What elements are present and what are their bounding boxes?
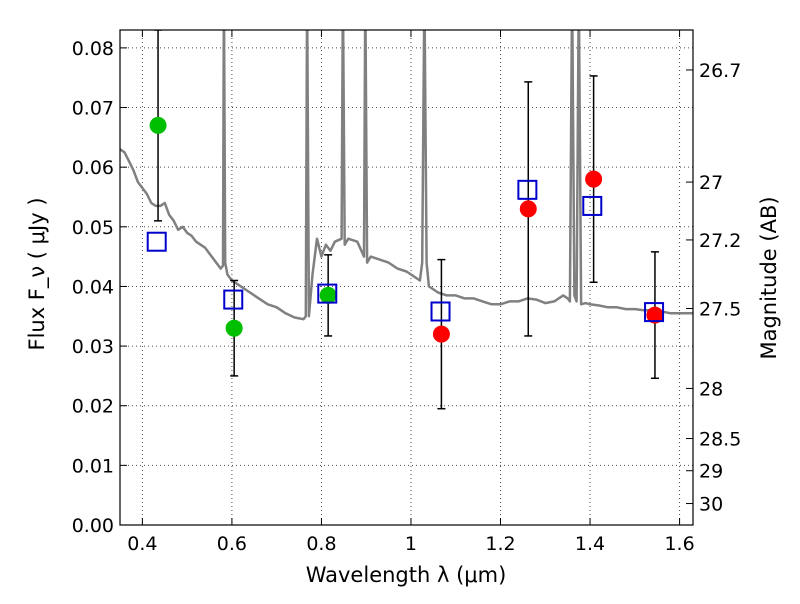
- y2-tick-label: 28.5: [699, 429, 741, 451]
- model-spectrum-line: [120, 30, 693, 321]
- y2-tick-label: 28: [699, 378, 723, 400]
- y2-tick-label: 29: [699, 461, 723, 483]
- model-flux-square: [223, 289, 244, 310]
- y-axis-title: Flux F_ν ( μJy ): [25, 197, 50, 350]
- model-flux-square: [517, 179, 538, 200]
- model-flux-square: [317, 283, 338, 304]
- y-tick-label: 0.02: [72, 396, 114, 418]
- y-tick-label: 0.08: [72, 38, 114, 60]
- plot-frame: [119, 29, 694, 526]
- y2-tick-label: 27: [699, 172, 723, 194]
- y-tick-label: 0.04: [72, 276, 114, 298]
- observed-flux-point: [149, 116, 167, 134]
- model-flux-square: [644, 302, 665, 323]
- grid: [120, 30, 693, 526]
- model-flux-square: [430, 301, 451, 322]
- x-tick-label: 0.4: [127, 533, 157, 555]
- x-tick-label: 0.8: [306, 533, 336, 555]
- observed-flux-point: [319, 286, 337, 304]
- model-flux-square: [146, 231, 167, 252]
- x-axis-title: Wavelength λ (μm): [306, 563, 507, 587]
- y-tick-label: 0.03: [72, 336, 114, 358]
- y-tick-label: 0.07: [72, 98, 114, 120]
- x-tick-label: 1: [405, 533, 417, 555]
- x-tick-label: 0.6: [217, 533, 247, 555]
- y2-tick-label: 26.7: [699, 60, 741, 82]
- plot-content: [120, 30, 693, 410]
- y-tick-label: 0.06: [72, 157, 114, 179]
- x-tick-label: 1.4: [575, 533, 605, 555]
- y2-tick-label: 30: [699, 494, 723, 516]
- y-tick-label: 0.05: [72, 217, 114, 239]
- observed-flux-point: [225, 319, 243, 337]
- y-tick-label: 0.01: [72, 455, 114, 477]
- observed-flux-point: [519, 200, 537, 218]
- model-flux-square: [582, 195, 603, 216]
- x-tick-label: 1.6: [664, 533, 694, 555]
- x-tick-label: 1.2: [485, 533, 515, 555]
- y2-tick-label: 27.2: [699, 230, 741, 252]
- y-tick-label: 0.00: [72, 515, 114, 537]
- axes: 0.4 0.6 0.8 1 1.2 1.4 1.6 0.00 0.01 0.02 0.03 0.04 0…: [72, 29, 741, 555]
- observed-flux-point: [585, 170, 603, 188]
- observed-flux-point: [432, 325, 450, 343]
- y2-tick-label: 27.5: [699, 299, 741, 321]
- y2-axis-title: Magnitude (AB): [757, 196, 781, 359]
